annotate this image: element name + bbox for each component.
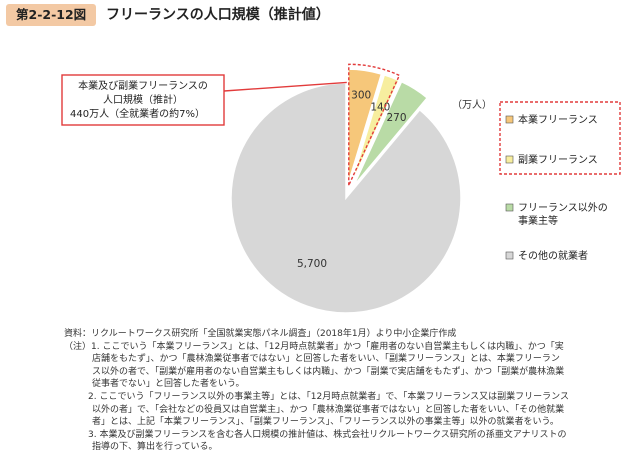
callout-line-1: 本業及び副業フリーランスの	[78, 79, 208, 92]
unit-label: （万人）	[452, 99, 492, 111]
legend-label-4: その他の就業者	[518, 249, 588, 262]
pie-slices	[230, 68, 462, 314]
slice-label-4: 5,700	[297, 258, 327, 270]
slice-label-3: 270	[386, 112, 406, 124]
slice-label-1: 300	[351, 89, 371, 101]
note-3-line-1: 3. 本業及び副業フリーランスを含む各人口規模の推計値は、株式会社リクルートワー…	[88, 429, 567, 440]
legend-highlight-frame	[499, 101, 621, 175]
figure-header: 第2-2-12図 フリーランスの人口規模（推計値）	[0, 0, 631, 30]
callout-line-3: 440万人（全就業者の約7%）	[70, 107, 205, 120]
note-1-line-3: ス以外の者で、「副業が雇用者のない自営業主もしくは内職」、かつ「副業で実店舗をも…	[92, 366, 565, 377]
legend-label-2: 副業フリーランス	[518, 153, 598, 166]
note-3-line-2: 指導の下、算出を行っている。	[92, 442, 218, 453]
note-2-line-3: 者」とは、上記「本業フリーランス」、「副業フリーランス」、「フリーランス以外の事…	[92, 417, 559, 428]
figure-title: フリーランスの人口規模（推計値）	[106, 7, 330, 23]
pie-slice-1	[347, 68, 383, 185]
legend-swatch-1	[505, 115, 514, 124]
legend-label-1: 本業フリーランス	[518, 113, 598, 126]
note-2-line-1: 2. ここでいう「フリーランス以外の事業主等」とは、「12月時点就業者」で、「本…	[88, 391, 570, 402]
source-note: 資料：リクルートワークス研究所「全国就業実態パネル調査」（2018年1月）より中…	[64, 329, 457, 339]
legend-swatch-3	[505, 203, 514, 212]
callout-box	[61, 74, 225, 126]
note-1-line-4: 従事者でない」と回答した者をいう。	[92, 379, 245, 390]
pie-slice-4	[230, 82, 462, 314]
legend-swatch-2	[505, 155, 514, 164]
note-1-line-2: 店舗をもたず」、かつ「農林漁業従事者ではない」と回答した者をいい、「副業フリーラ…	[92, 354, 560, 365]
legend-swatch-4	[505, 251, 514, 260]
notes: 資料：リクルートワークス研究所「全国就業実態パネル調査」（2018年1月）より中…	[64, 328, 620, 454]
pie-slice-3	[352, 80, 429, 187]
note-2-line-2: 以外の者」で、「会社などの役員又は自営業主」、かつ「農林漁業従事者ではない」と回…	[92, 404, 565, 415]
figure-label: 第2-2-12図	[6, 4, 97, 26]
highlight-outline	[348, 63, 401, 186]
legend-label-3-1: フリーランス以外の	[518, 202, 608, 214]
callout-line-2: 人口規模（推計）	[103, 93, 183, 106]
legend-label-3-2: 事業主等	[518, 214, 558, 227]
note-1-line-1: （注）1. ここでいう「本業フリーランス」とは、「12月時点就業者」かつ「雇用者…	[64, 341, 564, 352]
callout-connector	[223, 81, 347, 92]
